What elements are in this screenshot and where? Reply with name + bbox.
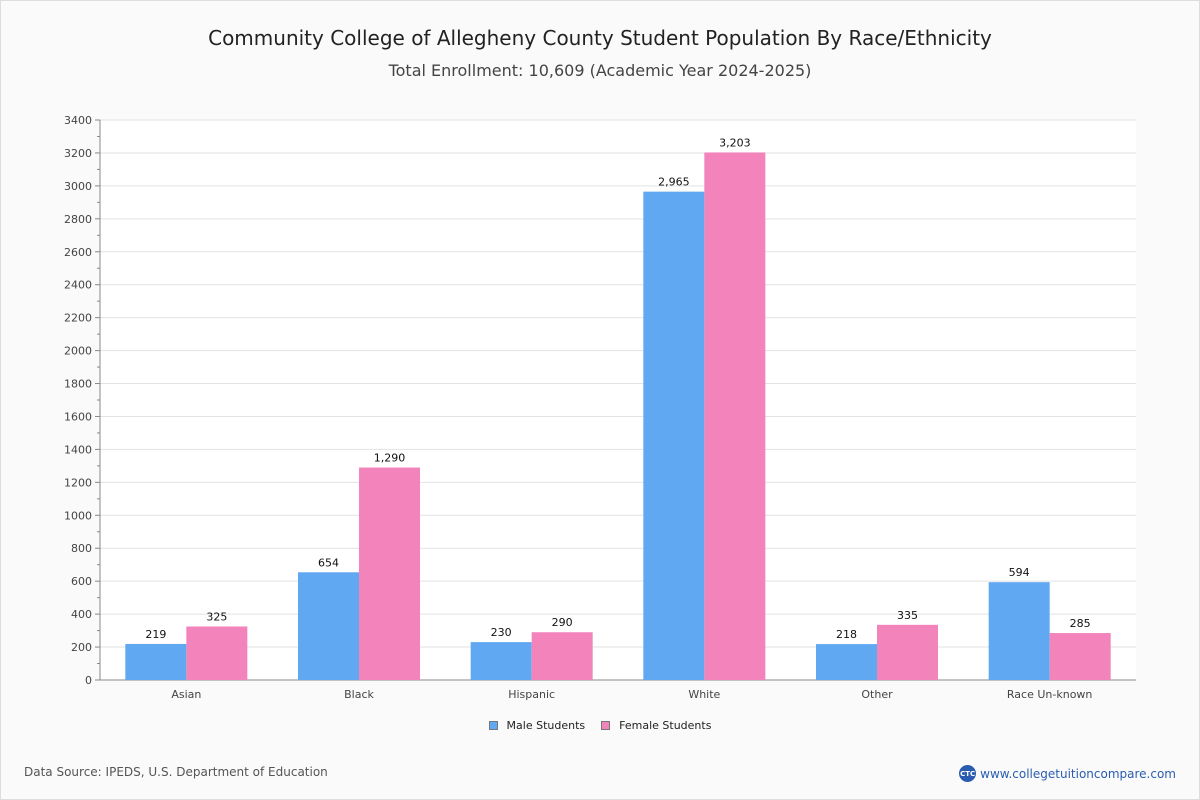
legend-item-female[interactable]: Female Students	[601, 719, 711, 732]
data-label: 654	[318, 556, 339, 569]
brand-url: www.collegetuitioncompare.com	[980, 766, 1176, 781]
data-source: Data Source: IPEDS, U.S. Department of E…	[24, 765, 328, 779]
data-label: 290	[552, 616, 573, 629]
legend-swatch-male	[488, 721, 498, 730]
bar-female	[877, 624, 938, 680]
data-label: 325	[206, 610, 227, 623]
y-tick-label: 1000	[64, 509, 92, 522]
bar-female	[704, 152, 766, 681]
y-tick-label: 2600	[64, 246, 92, 259]
data-label: 3,203	[719, 136, 751, 149]
bar-male	[470, 642, 532, 680]
y-tick-label: 2200	[64, 312, 92, 325]
data-label: 594	[1009, 566, 1030, 579]
plot-area	[100, 120, 1136, 680]
data-label: 218	[836, 628, 857, 641]
bar-male	[643, 191, 705, 680]
data-label: 285	[1070, 617, 1091, 630]
data-label: 335	[897, 609, 918, 622]
legend: Male Students Female Students	[0, 719, 1200, 732]
y-tick-label: 400	[71, 608, 92, 621]
chart-subtitle: Total Enrollment: 10,609 (Academic Year …	[388, 61, 812, 80]
y-tick-label: 600	[71, 575, 92, 588]
y-tick-label: 2000	[64, 345, 92, 358]
legend-label-female: Female Students	[619, 719, 712, 732]
brand-link[interactable]: CTC www.collegetuitioncompare.com	[959, 765, 1176, 782]
bar-female	[1049, 633, 1111, 680]
x-tick-label: Race Un-known	[1007, 688, 1093, 701]
bar-male	[816, 644, 877, 680]
x-tick-label: Other	[861, 688, 893, 701]
bar-female	[186, 626, 248, 680]
x-tick-label: Asian	[171, 688, 201, 701]
y-tick-label: 1200	[64, 476, 92, 489]
x-tick-label: Hispanic	[508, 688, 555, 701]
y-tick-label: 2800	[64, 213, 92, 226]
data-label: 230	[491, 626, 512, 639]
y-tick-label: 1400	[64, 443, 92, 456]
bar-male	[125, 643, 187, 680]
y-tick-label: 1800	[64, 378, 92, 391]
bar-male	[988, 582, 1050, 680]
bar-male	[298, 572, 359, 680]
chart-title: Community College of Allegheny County St…	[208, 26, 992, 50]
legend-label-male: Male Students	[506, 719, 586, 732]
y-tick-label: 200	[71, 641, 92, 654]
y-tick-label: 3400	[64, 114, 92, 127]
x-tick-label: Black	[344, 688, 374, 701]
y-tick-label: 3200	[64, 147, 92, 160]
brand-logo-icon: CTC	[959, 765, 977, 782]
legend-swatch-female	[601, 721, 611, 730]
data-label: 2,965	[658, 176, 690, 189]
x-tick-label: White	[688, 688, 720, 701]
y-tick-label: 0	[85, 674, 92, 687]
y-tick-label: 800	[71, 542, 92, 555]
bar-female	[531, 632, 593, 680]
bar-female	[359, 467, 420, 680]
data-label: 219	[145, 628, 166, 641]
data-label: 1,290	[374, 452, 406, 465]
y-tick-label: 1600	[64, 410, 92, 423]
y-tick-label: 3000	[64, 180, 92, 193]
y-tick-label: 2400	[64, 279, 92, 292]
legend-item-male[interactable]: Male Students	[488, 719, 586, 732]
